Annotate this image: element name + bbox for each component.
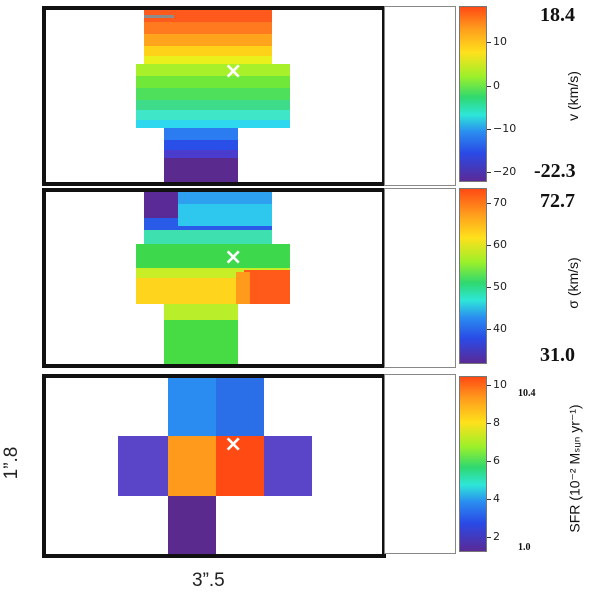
sfr-min-value: 1.0 bbox=[518, 542, 531, 553]
pixel-block bbox=[144, 190, 178, 218]
center-marker-icon: × bbox=[224, 432, 243, 457]
sfr-tick: 4 bbox=[493, 492, 500, 505]
pixel-block bbox=[178, 190, 272, 204]
sfr-tick: 6 bbox=[493, 454, 500, 467]
pixel-block bbox=[136, 244, 290, 268]
pixel-block bbox=[168, 376, 216, 436]
pixel-block bbox=[244, 270, 290, 304]
dispersion-colorbar-label: σ (km/s) bbox=[565, 257, 581, 309]
width-size-label: 3”.5 bbox=[192, 570, 225, 591]
sfr-map: × bbox=[44, 376, 384, 554]
pixel-block bbox=[164, 304, 238, 320]
tick-mark bbox=[487, 129, 491, 130]
tick-mark bbox=[487, 385, 491, 386]
velocity-tick: −20 bbox=[493, 165, 517, 178]
velocity-colorbar-label: v (km/s) bbox=[565, 71, 581, 121]
pixel-block bbox=[136, 76, 290, 88]
pixel-block bbox=[164, 320, 238, 366]
scale-bar bbox=[144, 15, 174, 18]
dispersion-tick: 60 bbox=[493, 238, 507, 251]
tick-mark bbox=[487, 42, 491, 43]
tick-mark bbox=[487, 86, 491, 87]
dispersion-tick: 70 bbox=[493, 196, 507, 209]
pixel-block bbox=[136, 64, 290, 76]
pixel-block bbox=[118, 436, 168, 496]
pixel-block bbox=[168, 496, 216, 554]
velocity-colorbar bbox=[459, 6, 487, 182]
dispersion-max-value: 72.7 bbox=[540, 190, 575, 212]
velocity-side-box bbox=[384, 6, 456, 186]
pixel-block bbox=[264, 436, 312, 496]
sfr-frame bbox=[42, 374, 386, 558]
sfr-side-box bbox=[384, 374, 456, 554]
dispersion-frame bbox=[42, 188, 386, 368]
tick-mark bbox=[487, 245, 491, 246]
pixel-block bbox=[236, 272, 250, 304]
center-marker-icon: × bbox=[224, 59, 243, 84]
pixel-block bbox=[164, 158, 238, 184]
tick-mark bbox=[487, 172, 491, 173]
pixel-block bbox=[168, 436, 216, 496]
dispersion-colorbar bbox=[459, 188, 487, 364]
sfr-tick: 10 bbox=[493, 378, 507, 391]
pixel-block bbox=[164, 128, 238, 140]
pixel-block bbox=[144, 56, 272, 64]
dispersion-map: × bbox=[44, 190, 384, 366]
pixel-block bbox=[136, 88, 290, 100]
pixel-block bbox=[164, 150, 238, 158]
pixel-block bbox=[216, 376, 264, 436]
pixel-block bbox=[144, 46, 272, 56]
center-marker-icon: × bbox=[224, 245, 243, 270]
pixel-block bbox=[178, 204, 272, 226]
dispersion-side-box bbox=[384, 188, 456, 368]
velocity-max-value: 18.4 bbox=[540, 4, 575, 26]
sfr-tick: 2 bbox=[493, 530, 500, 543]
velocity-tick: 10 bbox=[493, 35, 507, 48]
tick-mark bbox=[487, 537, 491, 538]
pixel-block bbox=[144, 34, 272, 46]
tick-mark bbox=[487, 203, 491, 204]
dispersion-min-value: 31.0 bbox=[540, 344, 575, 366]
dispersion-tick: 40 bbox=[493, 322, 507, 335]
sfr-max-value: 10.4 bbox=[518, 388, 536, 399]
velocity-frame bbox=[42, 6, 386, 186]
pixel-block bbox=[136, 100, 290, 110]
sfr-colorbar bbox=[459, 376, 487, 552]
tick-mark bbox=[487, 499, 491, 500]
velocity-min-value: -22.3 bbox=[534, 160, 576, 182]
pixel-block bbox=[136, 278, 236, 304]
pixel-block bbox=[144, 22, 272, 34]
tick-mark bbox=[487, 423, 491, 424]
velocity-tick: 0 bbox=[493, 79, 500, 92]
sfr-tick: 8 bbox=[493, 416, 500, 429]
pixel-block bbox=[136, 110, 290, 120]
tick-mark bbox=[487, 461, 491, 462]
pixel-block bbox=[144, 230, 272, 244]
velocity-tick: −10 bbox=[493, 122, 517, 135]
tick-mark bbox=[487, 329, 491, 330]
velocity-map: × bbox=[44, 8, 384, 184]
pixel-block bbox=[136, 120, 290, 128]
sfr-colorbar-label: SFR (10⁻² Mₛᵤₙ yr⁻¹) bbox=[566, 404, 583, 533]
pixel-block bbox=[144, 8, 272, 22]
height-size-label: 1”.8 bbox=[1, 446, 22, 480]
dispersion-tick: 50 bbox=[493, 280, 507, 293]
pixel-block bbox=[164, 140, 238, 150]
tick-mark bbox=[487, 287, 491, 288]
pixel-block bbox=[216, 436, 264, 496]
